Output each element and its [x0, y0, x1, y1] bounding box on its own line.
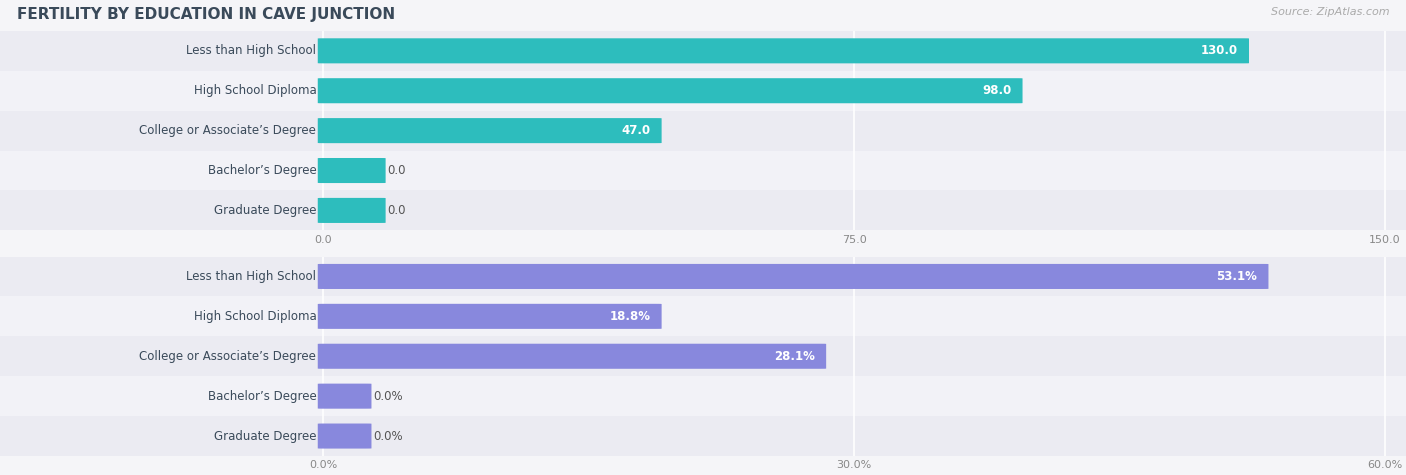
FancyBboxPatch shape	[318, 198, 385, 223]
FancyBboxPatch shape	[318, 304, 662, 329]
Text: Bachelor’s Degree: Bachelor’s Degree	[208, 390, 316, 403]
FancyBboxPatch shape	[318, 158, 385, 183]
Bar	[0, 31, 1406, 71]
Text: 0.0%: 0.0%	[373, 429, 402, 443]
Text: Less than High School: Less than High School	[187, 44, 316, 57]
Bar	[0, 111, 1406, 151]
Bar	[0, 151, 1406, 190]
FancyBboxPatch shape	[318, 38, 1249, 63]
Text: Graduate Degree: Graduate Degree	[214, 204, 316, 217]
FancyBboxPatch shape	[318, 78, 1022, 103]
Text: 47.0: 47.0	[621, 124, 651, 137]
FancyBboxPatch shape	[318, 384, 371, 408]
Text: Bachelor’s Degree: Bachelor’s Degree	[208, 164, 316, 177]
Text: 130.0: 130.0	[1201, 44, 1237, 57]
FancyBboxPatch shape	[318, 424, 371, 448]
Text: High School Diploma: High School Diploma	[194, 84, 316, 97]
Text: 28.1%: 28.1%	[775, 350, 815, 363]
FancyBboxPatch shape	[318, 118, 662, 143]
FancyBboxPatch shape	[318, 264, 1268, 289]
Bar	[0, 376, 1406, 416]
FancyBboxPatch shape	[318, 344, 827, 369]
Text: 0.0: 0.0	[387, 204, 405, 217]
Bar	[0, 336, 1406, 376]
Text: 98.0: 98.0	[981, 84, 1011, 97]
Text: 18.8%: 18.8%	[609, 310, 651, 323]
Bar	[0, 190, 1406, 230]
Text: 0.0: 0.0	[387, 164, 405, 177]
Text: Less than High School: Less than High School	[187, 270, 316, 283]
Bar	[0, 256, 1406, 296]
Text: High School Diploma: High School Diploma	[194, 310, 316, 323]
Text: FERTILITY BY EDUCATION IN CAVE JUNCTION: FERTILITY BY EDUCATION IN CAVE JUNCTION	[17, 7, 395, 22]
Bar	[0, 71, 1406, 111]
Bar	[0, 416, 1406, 456]
Text: College or Associate’s Degree: College or Associate’s Degree	[139, 350, 316, 363]
Text: Graduate Degree: Graduate Degree	[214, 429, 316, 443]
Text: Source: ZipAtlas.com: Source: ZipAtlas.com	[1271, 7, 1389, 17]
Text: 53.1%: 53.1%	[1216, 270, 1257, 283]
Text: 0.0%: 0.0%	[373, 390, 402, 403]
Text: College or Associate’s Degree: College or Associate’s Degree	[139, 124, 316, 137]
Bar	[0, 296, 1406, 336]
